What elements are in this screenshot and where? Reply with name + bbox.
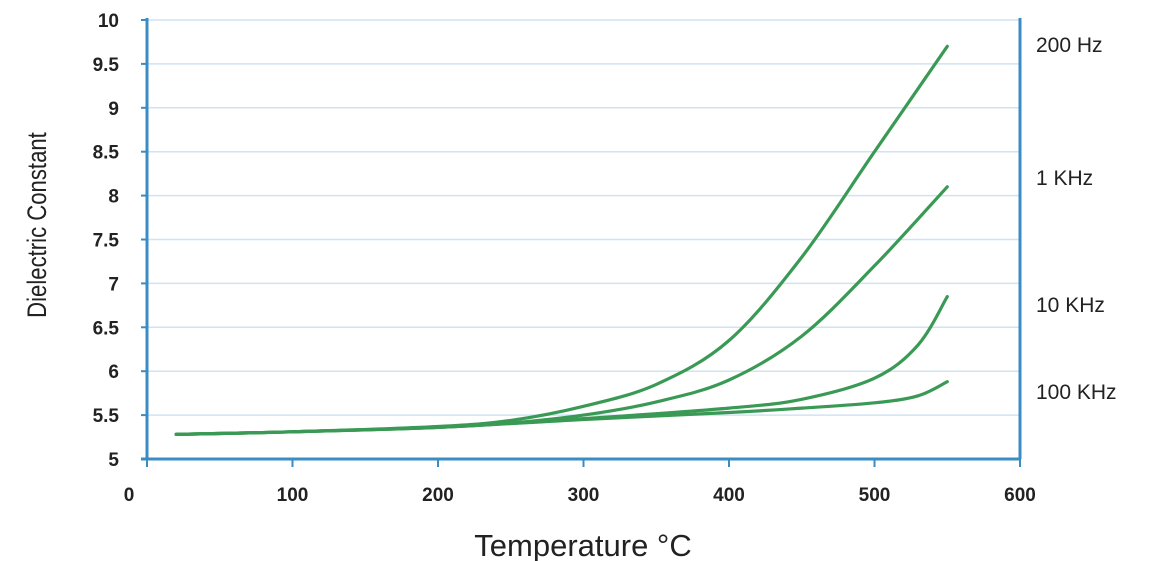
x-tick-label: 100: [277, 485, 309, 506]
x-tick-label: 300: [568, 485, 600, 506]
y-tick-label: 5.5: [93, 406, 120, 427]
x-tick-label: 0: [124, 485, 135, 506]
series-label: 1 KHz: [1036, 167, 1093, 190]
y-tick-label: 5: [108, 450, 119, 471]
x-tick-label: 200: [422, 485, 454, 506]
series-line: [174, 185, 949, 436]
x-tick-label: 500: [859, 485, 891, 506]
x-tick-label: 400: [713, 485, 745, 506]
series-label: 10 KHz: [1036, 294, 1105, 317]
y-tick-label: 8.5: [93, 143, 120, 164]
axes: [141, 18, 1022, 467]
series-labels: 200 Hz 1 KHz 10 KHz 100 KHz: [1036, 34, 1117, 404]
y-axis-title: Dielectric Constant: [23, 132, 53, 318]
grid-lines: [141, 19, 1020, 460]
series-lines: [174, 44, 949, 436]
y-tick-label: 8: [108, 187, 119, 208]
x-tick-labels: 0 100 200 300 400 500 600: [124, 485, 1036, 506]
series-line: [174, 44, 949, 436]
x-tick-label: 600: [1004, 485, 1036, 506]
y-tick-label: 6: [108, 362, 119, 383]
y-tick-label: 9: [108, 99, 119, 120]
y-tick-labels: 5 5.5 6 6.5 7 7.5 8 8.5 9 9.5 10: [93, 11, 120, 471]
series-line: [174, 380, 949, 436]
y-tick-label: 6.5: [93, 318, 120, 339]
y-tick-label: 7: [108, 274, 119, 295]
series-line: [174, 295, 949, 436]
series-label: 200 Hz: [1036, 34, 1103, 57]
y-tick-label: 9.5: [93, 55, 120, 76]
y-tick-label: 10: [98, 11, 119, 32]
y-tick-label: 7.5: [93, 231, 120, 252]
x-axis-title: Temperature °C: [474, 528, 691, 561]
series-label: 100 KHz: [1036, 381, 1117, 404]
